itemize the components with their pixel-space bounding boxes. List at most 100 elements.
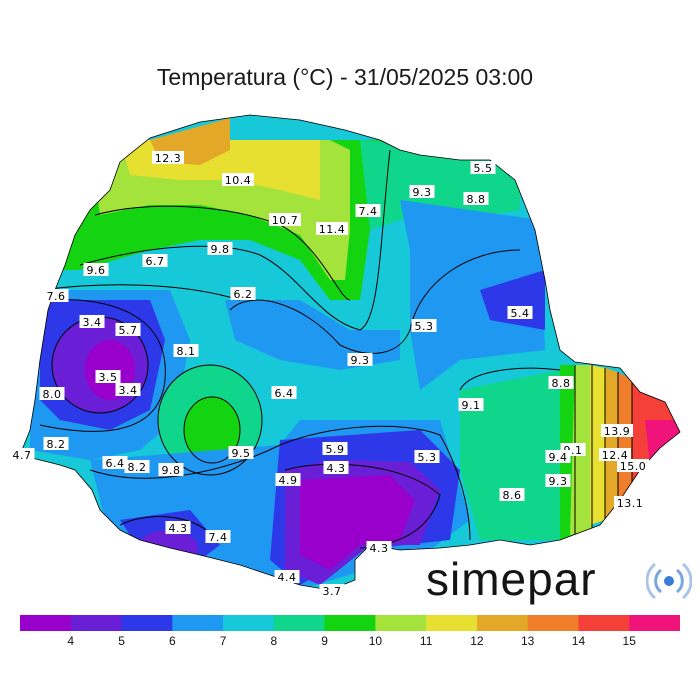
value-label-text: 7.4 [209,531,228,544]
value-label: 13.1 [614,496,646,510]
value-label: 3.4 [115,383,141,397]
legend-swatch [375,615,427,631]
value-label: 6.7 [142,254,168,268]
color-legend [20,615,680,631]
value-label: 6.4 [271,386,297,400]
value-label: 3.5 [95,370,121,384]
legend-swatch [20,615,72,631]
value-label: 8.2 [43,437,69,451]
value-label-text: 5.5 [474,162,493,175]
value-label: 8.8 [548,376,574,390]
legend-swatch [70,615,123,631]
value-label-text: 8.1 [177,345,196,358]
value-label-text: 5.4 [511,307,530,320]
value-label-text: 9.8 [211,243,230,256]
legend-tick-label: 6 [168,634,176,648]
value-label: 12.3 [152,151,184,165]
value-label-text: 6.7 [146,255,165,268]
legend-tick-label: 15 [622,634,636,648]
legend-tick-label: 5 [118,634,125,648]
legend-tick-label: 11 [419,634,433,648]
value-label-text: 8.0 [43,388,62,401]
value-label: 4.9 [275,473,301,487]
value-label-text: 12.3 [155,152,182,165]
value-label: 9.4 [545,450,571,464]
value-label-text: 13.9 [604,425,631,438]
value-label-text: 7.6 [47,290,66,303]
value-label-text: 4.3 [327,462,346,475]
value-label-text: 11.4 [319,223,346,236]
value-label: 3.4 [79,315,105,329]
value-label-text: 5.3 [418,451,437,464]
value-label-text: 8.2 [128,461,147,474]
value-label: 5.4 [507,306,533,320]
legend-swatch [578,615,630,631]
legend-tick-label: 9 [321,634,328,648]
value-label: 9.3 [545,474,571,488]
value-label-text: 9.3 [549,475,568,488]
value-label: 11.4 [316,222,348,236]
value-label-text: 10.4 [225,174,252,187]
value-label: 5.3 [414,450,440,464]
value-label-text: 10.7 [272,214,299,227]
value-label-text: 3.4 [83,316,102,329]
legend-swatch [273,615,326,631]
value-label-text: 9.8 [162,464,181,477]
legend-swatch [527,615,579,631]
value-label: 8.0 [39,387,65,401]
value-label-text: 8.6 [503,489,522,502]
value-label: 9.5 [228,446,254,460]
value-label: 4.3 [165,521,191,535]
value-label: 8.1 [173,344,199,358]
value-label-text: 9.3 [413,186,432,199]
value-label: 9.3 [347,353,373,367]
value-label-text: 9.4 [549,451,568,464]
value-label-text: 3.4 [119,384,138,397]
value-label: 15.0 [617,459,649,473]
value-label-text: 6.4 [106,457,125,470]
value-label: 8.8 [463,192,489,206]
value-label-text: 4.3 [370,542,389,555]
value-label: 6.4 [102,456,128,470]
value-label: 12.4 [599,448,631,462]
value-labels: 12.3 10.4 10.7 11.4 7.4 9.3 8.8 5.5 9.8 9.6 6.7 7.6… [9,151,649,598]
legend-swatch [629,615,680,631]
value-label-text: 6.2 [234,288,253,301]
legend-swatch [172,615,224,631]
value-label: 3.7 [319,584,345,598]
legend-tick-label: 8 [270,634,278,648]
value-label-text: 3.5 [99,371,118,384]
value-label: 7.4 [205,530,231,544]
legend-swatch [324,615,376,631]
value-label: 8.6 [499,488,525,502]
legend-tick-label: 7 [219,634,227,648]
legend-tick-label: 13 [521,634,535,648]
value-label: 5.9 [322,442,348,456]
value-label: 13.9 [601,424,633,438]
legend-tick-label: 4 [67,634,75,648]
value-label-text: 5.9 [326,443,345,456]
value-label-text: 3.7 [323,585,342,598]
value-label-text: 4.3 [169,522,188,535]
legend-tick-label: 10 [368,634,383,648]
value-label: 5.5 [470,161,496,175]
value-label-text: 9.1 [462,399,481,412]
value-label: 5.7 [115,323,141,337]
value-label: 9.1 [458,398,484,412]
value-label-text: 5.7 [119,324,138,337]
value-label: 9.6 [83,263,109,277]
legend-tick-label: 12 [470,634,484,648]
value-label: 10.7 [269,213,301,227]
legend-tick-label: 14 [571,634,586,648]
value-label-text: 7.4 [359,205,378,218]
value-label-text: 9.5 [232,447,251,460]
value-label: 4.7 [9,448,35,462]
legend-swatch [476,615,529,631]
value-label-text: 9.3 [351,354,370,367]
map-title: Temperatura (°C) - 31/05/2025 03:00 [156,64,534,90]
value-label-text: 4.7 [13,449,32,462]
value-label: 4.3 [323,461,349,475]
legend-swatch [426,615,478,631]
legend-swatch [121,615,173,631]
